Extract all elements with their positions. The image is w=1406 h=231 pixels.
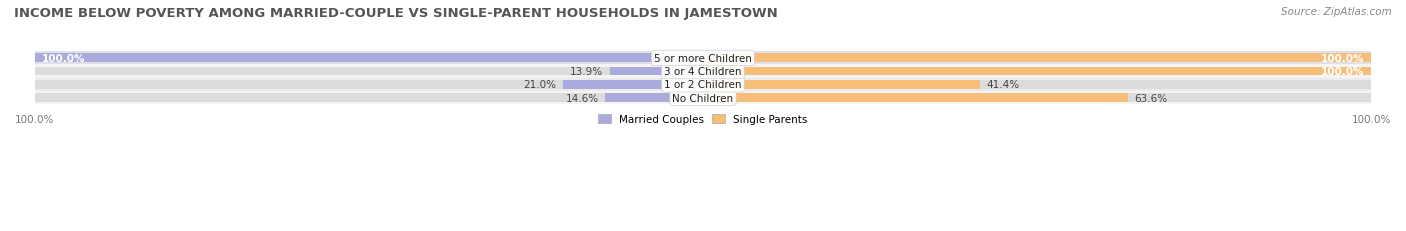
Text: 5 or more Children: 5 or more Children — [654, 54, 752, 64]
Text: 100.0%: 100.0% — [1322, 54, 1365, 64]
Bar — [35, 92, 1371, 105]
Bar — [35, 67, 1371, 76]
Bar — [35, 81, 1371, 89]
Bar — [610, 67, 703, 76]
Text: 63.6%: 63.6% — [1135, 93, 1168, 103]
Bar — [703, 94, 1128, 103]
Bar — [703, 67, 1371, 76]
Text: 100.0%: 100.0% — [1322, 67, 1365, 77]
Bar — [606, 94, 703, 103]
Bar — [35, 54, 703, 63]
Bar — [35, 65, 1371, 78]
Text: 1 or 2 Children: 1 or 2 Children — [664, 80, 742, 90]
Text: 14.6%: 14.6% — [565, 93, 599, 103]
Text: No Children: No Children — [672, 93, 734, 103]
Bar — [703, 81, 980, 89]
Bar — [703, 54, 1371, 63]
Bar — [35, 78, 1371, 92]
Text: 13.9%: 13.9% — [571, 67, 603, 77]
Text: 3 or 4 Children: 3 or 4 Children — [664, 67, 742, 77]
Bar — [35, 52, 1371, 65]
Text: INCOME BELOW POVERTY AMONG MARRIED-COUPLE VS SINGLE-PARENT HOUSEHOLDS IN JAMESTO: INCOME BELOW POVERTY AMONG MARRIED-COUPL… — [14, 7, 778, 20]
Text: 41.4%: 41.4% — [987, 80, 1019, 90]
Bar — [35, 94, 1371, 103]
Text: 21.0%: 21.0% — [523, 80, 555, 90]
Text: Source: ZipAtlas.com: Source: ZipAtlas.com — [1281, 7, 1392, 17]
Legend: Married Couples, Single Parents: Married Couples, Single Parents — [595, 111, 811, 129]
Text: 100.0%: 100.0% — [41, 54, 84, 64]
Bar — [35, 54, 1371, 63]
Bar — [562, 81, 703, 89]
